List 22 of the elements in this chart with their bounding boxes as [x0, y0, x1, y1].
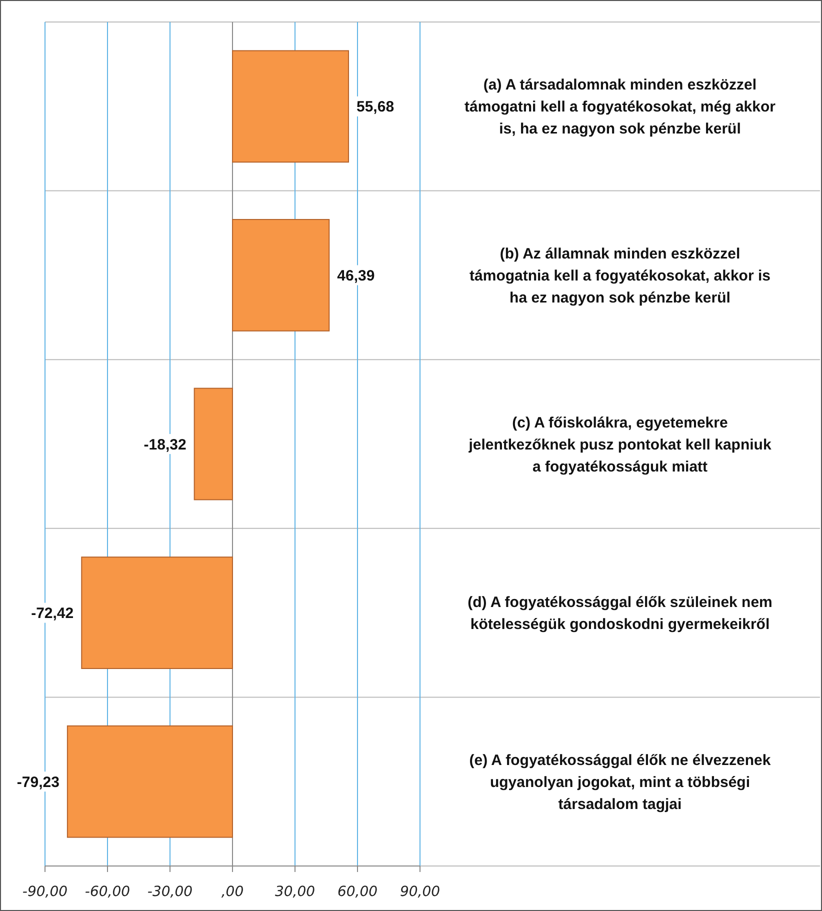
- x-tick-label: -90,00: [22, 884, 68, 900]
- x-tick-label: ,00: [221, 884, 244, 900]
- x-tick-label: 30,00: [274, 884, 316, 900]
- bar: [194, 388, 233, 500]
- x-tick-label: 60,00: [337, 884, 378, 900]
- x-tick-label: 90,00: [400, 884, 440, 900]
- data-label: -18,32: [144, 436, 186, 454]
- y-tick-label: (e) A fogyatékossággal élők ne élvezzenek ugyanolyan jogokat, mint a többségi társadalom tagjai: [469, 752, 772, 813]
- y-tick-label: (c) A főiskolákra, egyetemekre jelentkezőknek pusz pontokat kell kapniuk a fogyatékosságuk miatt: [468, 414, 772, 476]
- bar: [232, 50, 349, 163]
- data-label: 46,39: [337, 267, 375, 284]
- bar: [81, 556, 233, 670]
- y-tick-label: (b) Az államnak minden eszközzel támogatnia kell a fogyatékosokat, akkor is ha ez nagyon sok pénzbe kerül: [470, 245, 770, 306]
- x-tick-label: -60,00: [84, 884, 130, 900]
- data-label: -79,23: [16, 774, 60, 791]
- x-tick-label: -30,00: [147, 884, 193, 900]
- y-tick-label: (d) A fogyatékossággal élők szüleinek nem kötelességük gondoskodni gyermekeikről: [468, 594, 772, 634]
- data-label: -72,42: [31, 605, 74, 622]
- bar: [66, 725, 233, 838]
- data-label: 55,68: [356, 98, 394, 116]
- bar: [232, 218, 330, 332]
- y-tick-label: (a) A társadalomnak minden eszközzel támogatni kell a fogyatékosokat, még akkor is, ha ez nagyon sok pénzbe kerül: [464, 76, 776, 138]
